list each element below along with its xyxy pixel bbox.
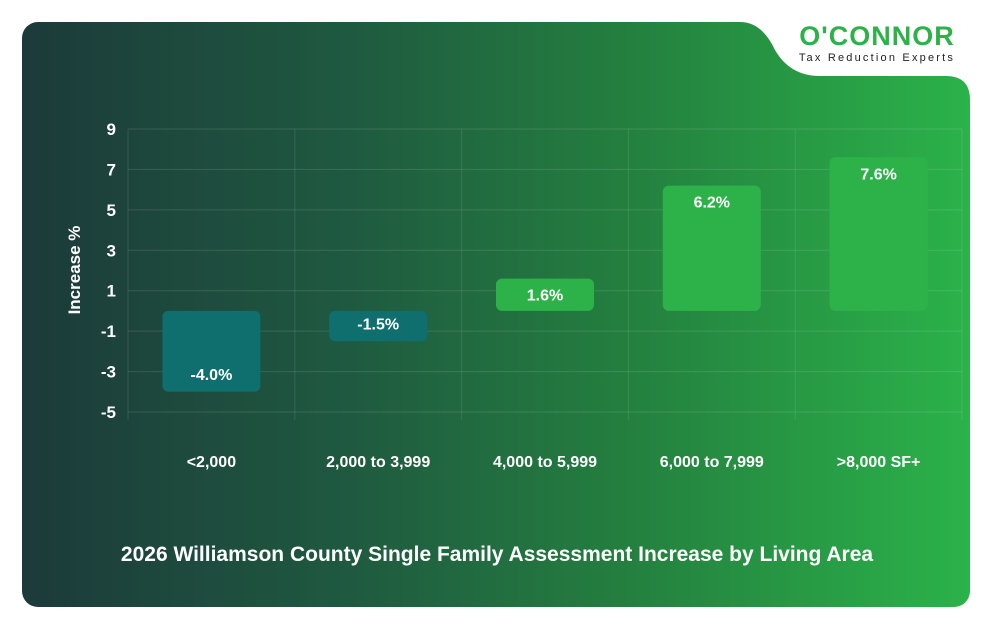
bar — [829, 157, 928, 311]
bar — [329, 310, 428, 342]
y-tick-label: 5 — [107, 201, 116, 220]
x-tick-label: >8,000 SF+ — [837, 454, 921, 471]
y-tick-label: -1 — [101, 322, 116, 341]
x-tick-label: 4,000 to 5,999 — [493, 454, 597, 471]
data-label: 6.2% — [694, 195, 730, 212]
data-label: -1.5% — [357, 316, 399, 333]
x-tick-label: <2,000 — [187, 454, 236, 471]
y-axis-label: Increase % — [65, 226, 84, 315]
y-tick-label: -5 — [101, 403, 116, 422]
x-tick-label: 6,000 to 7,999 — [660, 454, 764, 471]
data-label: 7.6% — [860, 166, 896, 183]
y-tick-label: 3 — [107, 241, 116, 260]
y-tick-label: 9 — [107, 120, 116, 139]
bar — [496, 278, 594, 311]
bar — [662, 185, 761, 311]
bar — [162, 310, 261, 392]
x-tick-label: 2,000 to 3,999 — [326, 454, 430, 471]
logo-name: O'CONNOR — [799, 21, 955, 51]
logo-tagline: Tax Reduction Experts — [798, 52, 956, 64]
y-tick-label: 1 — [107, 282, 116, 301]
y-tick-label: 7 — [107, 160, 116, 179]
data-label: 1.6% — [527, 288, 563, 305]
y-tick-label: -3 — [101, 363, 116, 382]
chart-title: 2026 Williamson County Single Family Ass… — [120, 543, 874, 566]
data-label: -4.0% — [191, 367, 233, 384]
oconnor-logo: O'CONNOR Tax Reduction Experts — [782, 22, 972, 64]
